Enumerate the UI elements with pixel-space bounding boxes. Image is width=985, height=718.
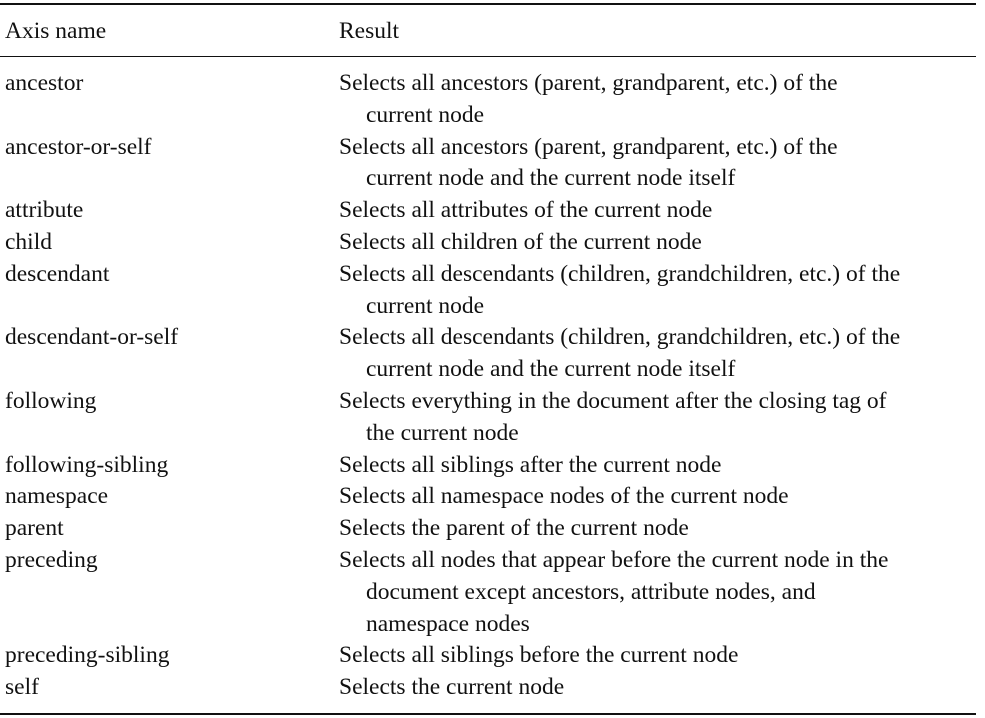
table-row: descendant-or-self Selects all descendant… (0, 322, 976, 386)
axis-name-cell: preceding-sibling (5, 642, 170, 669)
header-result: Result (339, 18, 400, 44)
table-row: ancestor Selects all ancestors (parent, g… (0, 68, 976, 132)
axis-name-cell: parent (5, 515, 64, 542)
axis-name-cell: attribute (5, 197, 84, 224)
table-row: descendant Selects all descendants (child… (0, 259, 976, 323)
result-line: Selects all siblings after the current n… (339, 451, 722, 478)
table-row: preceding-sibling Selects all siblings be… (0, 640, 976, 672)
axis-name-cell: descendant (5, 260, 110, 287)
result-cell: Selects all siblings before the current … (339, 640, 979, 672)
table-row: preceding Selects all nodes that appear b… (0, 545, 976, 640)
table-row: attribute Selects all attributes of the c… (0, 195, 976, 227)
result-cell: Selects all siblings after the current n… (339, 450, 979, 482)
result-cell: Selects everything in the document after… (339, 386, 979, 450)
result-cell: Selects all descendants (children, grand… (339, 259, 979, 323)
result-line: current node (366, 292, 485, 319)
result-cell: Selects the current node (339, 672, 979, 704)
table-row: self Selects the current node (0, 672, 976, 704)
table-row: parent Selects the parent of the current … (0, 513, 976, 545)
axis-name-cell: following (5, 387, 97, 414)
axis-name-cell: self (5, 674, 39, 701)
result-line: current node and the current node itself (366, 165, 736, 192)
result-cell: Selects all ancestors (parent, grandpare… (339, 68, 979, 132)
axis-name-cell: following-sibling (5, 451, 169, 478)
result-line: Selects all attributes of the current no… (339, 197, 713, 224)
table-row: following-sibling Selects all siblings af… (0, 450, 976, 482)
result-line: Selects all descendants (children, grand… (339, 260, 901, 287)
result-cell: Selects all descendants (children, grand… (339, 322, 979, 386)
result-line: Selects all descendants (children, grand… (339, 324, 901, 351)
result-line: Selects all namespace nodes of the curre… (339, 483, 789, 510)
axis-name-cell: ancestor-or-self (5, 133, 152, 160)
table-row: child Selects all children of the current… (0, 227, 976, 259)
result-cell: Selects all namespace nodes of the curre… (339, 481, 979, 513)
result-line: current node and the current node itself (366, 356, 736, 383)
table-header-rule (0, 56, 976, 57)
table-row: namespace Selects all namespace nodes of … (0, 481, 976, 513)
table-row: following Selects everything in the docum… (0, 386, 976, 450)
result-line: Selects all ancestors (parent, grandpare… (339, 133, 838, 160)
result-cell: Selects the parent of the current node (339, 513, 979, 545)
result-line: current node (366, 101, 485, 128)
result-line: document except ancestors, attribute nod… (366, 578, 816, 605)
result-line: Selects all children of the current node (339, 228, 702, 255)
axis-name-cell: child (5, 228, 52, 255)
table-top-rule (0, 3, 976, 5)
result-line: Selects everything in the document after… (339, 387, 887, 414)
table-body: ancestor Selects all ancestors (parent, g… (0, 68, 976, 704)
axis-name-cell: ancestor (5, 70, 84, 96)
table-row: ancestor-or-self Selects all ancestors (p… (0, 132, 976, 196)
result-line: Selects all siblings before the current … (339, 642, 739, 669)
table-bottom-rule (0, 713, 976, 715)
header-axis-name: Axis name (5, 18, 107, 44)
axis-name-cell: preceding (5, 546, 98, 573)
axis-name-cell: descendant-or-self (5, 324, 179, 351)
result-cell: Selects all attributes of the current no… (339, 195, 979, 227)
result-line: the current node (366, 419, 519, 446)
result-cell: Selects all ancestors (parent, grandpare… (339, 132, 979, 196)
result-line: Selects all ancestors (parent, grandpare… (339, 70, 838, 96)
result-line: Selects the parent of the current node (339, 515, 689, 542)
result-line: Selects the current node (339, 674, 565, 701)
result-cell: Selects all nodes that appear before the… (339, 545, 979, 640)
table-header-row: Axis name Result (0, 17, 976, 45)
result-line: namespace nodes (366, 610, 530, 637)
axis-name-cell: namespace (5, 483, 109, 510)
result-line: Selects all nodes that appear before the… (339, 546, 889, 573)
result-cell: Selects all children of the current node (339, 227, 979, 259)
